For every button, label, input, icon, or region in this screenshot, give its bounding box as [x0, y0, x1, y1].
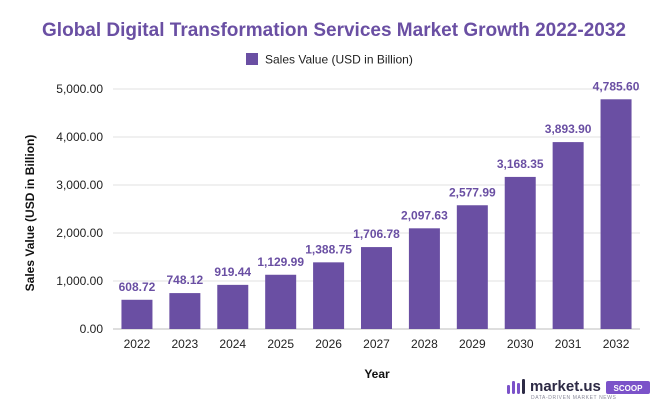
x-tick-label: 2029 [459, 337, 486, 351]
y-tick-label: 0.00 [80, 322, 104, 336]
data-label: 1,388.75 [305, 242, 352, 256]
bar [456, 205, 488, 329]
y-axis-title: Sales Value (USD in Billion) [23, 135, 37, 292]
y-axis: 0.00 1,000.00 2,000.00 3,000.00 4,000.00 5,00… [56, 82, 103, 336]
chart-title: Global Digital Transformation Services M… [42, 20, 626, 41]
data-label: 748.12 [167, 273, 204, 287]
x-axis-title: Year [364, 367, 390, 381]
x-tick-label: 2032 [603, 337, 630, 351]
data-label: 2,577.99 [449, 185, 496, 199]
brand-badge [606, 381, 650, 394]
data-label: 4,785.60 [593, 79, 640, 93]
bar [169, 293, 201, 329]
x-tick-label: 2022 [124, 337, 151, 351]
x-axis: 2022 2023 2024 2025 2026 2027 2028 2029 2030 2031… [124, 337, 630, 351]
brand-badge-text: SCOOP [614, 384, 644, 393]
legend-swatch [246, 53, 258, 65]
y-tick-label: 2,000.00 [56, 226, 103, 240]
bar [504, 176, 536, 329]
bar-logo-icon [507, 379, 525, 394]
data-label: 1,706.78 [353, 227, 400, 241]
y-tick-label: 5,000.00 [56, 82, 103, 96]
x-tick-label: 2023 [172, 337, 199, 351]
bar [313, 262, 345, 329]
x-tick-label: 2028 [411, 337, 438, 351]
bar [361, 247, 392, 329]
bar [217, 284, 249, 329]
x-tick-label: 2030 [507, 337, 534, 351]
data-label: 919.44 [214, 265, 251, 279]
x-tick-label: 2025 [267, 337, 294, 351]
bar [552, 142, 584, 329]
y-tick-label: 4,000.00 [56, 130, 103, 144]
bar [121, 299, 153, 329]
gridlines [113, 88, 640, 330]
data-label: 608.72 [119, 280, 156, 294]
y-tick-label: 3,000.00 [56, 178, 103, 192]
brand-logo: market.us SCOOP DATA-DRIVEN MARKET NEWS [507, 378, 650, 401]
legend-label: Sales Value (USD in Billion) [265, 53, 413, 67]
data-label: 1,129.99 [257, 255, 304, 269]
bar [265, 274, 297, 329]
x-tick-label: 2026 [315, 337, 342, 351]
x-tick-label: 2031 [555, 337, 582, 351]
data-label: 2,097.63 [401, 208, 448, 222]
brand-tagline: DATA-DRIVEN MARKET NEWS [531, 395, 617, 401]
bar [600, 99, 632, 329]
brand-name: market.us [530, 378, 601, 395]
x-tick-label: 2027 [363, 337, 390, 351]
x-tick-label: 2024 [219, 337, 246, 351]
data-labels: 608.72 748.12 919.44 1,129.991,388.751,706.… [119, 79, 640, 293]
data-label: 3,168.35 [497, 157, 544, 171]
bars [121, 99, 632, 329]
y-tick-label: 1,000.00 [56, 274, 103, 288]
bar [408, 228, 440, 329]
data-label: 3,893.90 [545, 122, 592, 136]
legend: Sales Value (USD in Billion) [246, 53, 413, 67]
